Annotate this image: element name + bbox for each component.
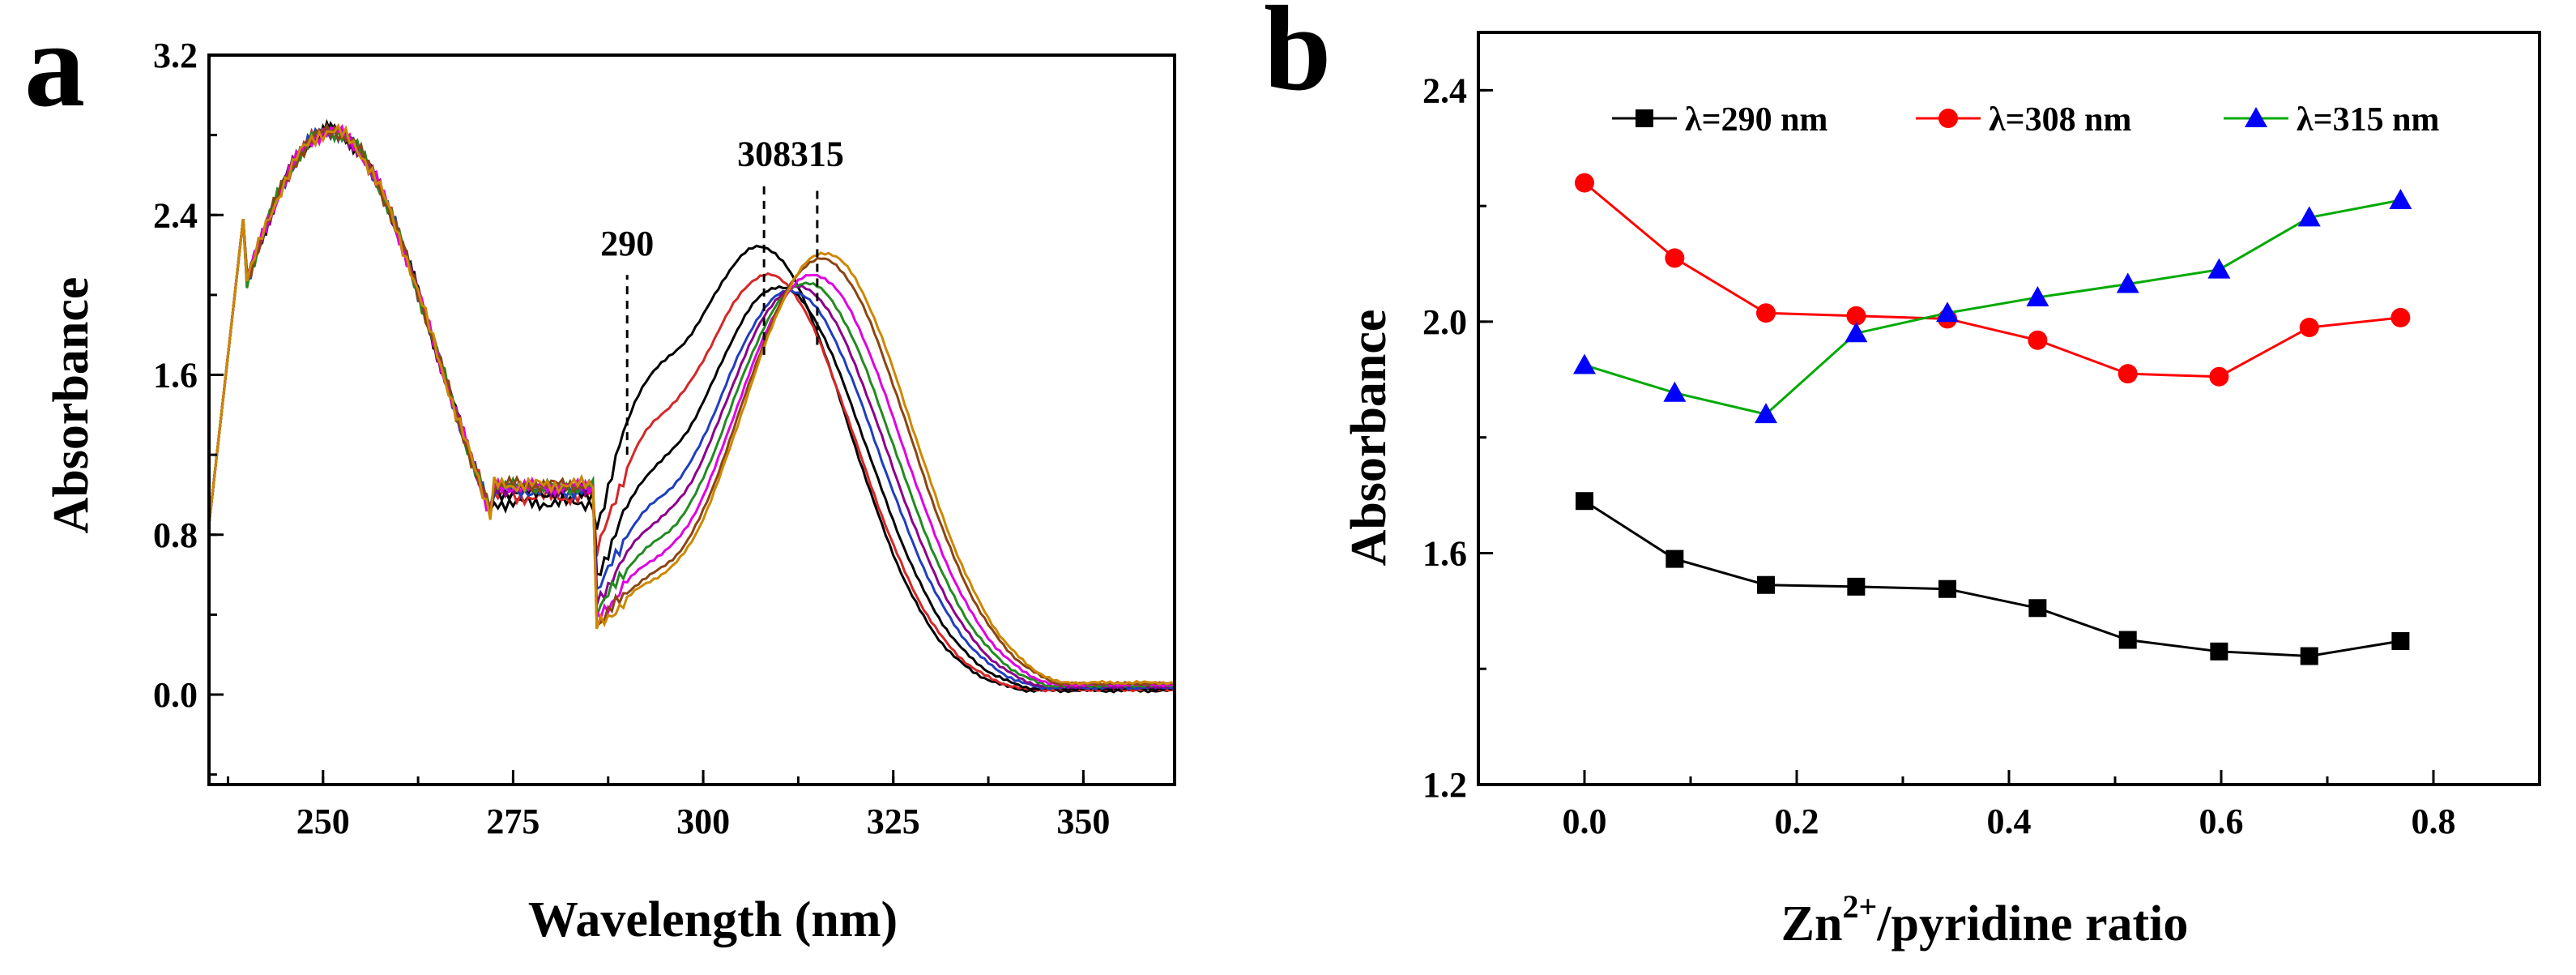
- panel-b-data-point: [1575, 173, 1594, 193]
- panel-b-legend-label: λ=290 nm: [1685, 101, 1828, 139]
- panel-b-data-point: [2391, 631, 2410, 650]
- panel-a-series-line: [207, 123, 1175, 690]
- panel-a-annotations: 290 308 315: [600, 134, 844, 455]
- panel-b-data-point: [1847, 577, 1866, 596]
- panel-a-series-line: [207, 125, 1175, 689]
- panel-a-annotation-label: 308: [737, 134, 791, 173]
- panel-a-y-tick-label: 1.6: [153, 356, 198, 396]
- panel-b-data-point: [1757, 575, 1776, 594]
- panel-b-ticks: 0.0 0.2 0.4 0.6 0.8 1.2 1.6 2.0 2.4: [1422, 71, 2456, 841]
- panel-a-series-line: [207, 122, 1175, 686]
- panel-a-plot-frame: [207, 53, 1176, 786]
- panel-b-data-point: [1665, 550, 1684, 568]
- panel-b-y-tick-label: 1.2: [1422, 765, 1467, 805]
- panel-b-data-point: [1573, 353, 1596, 374]
- panel-a-series-line: [207, 126, 1175, 691]
- panel-b-y-tick-label: 2.0: [1422, 302, 1467, 342]
- panel-b-series-line: [1584, 199, 2401, 416]
- panel-b-data-point: [1755, 403, 1778, 424]
- panel-b-data-point: [2300, 647, 2318, 665]
- panel-b-data-point: [2028, 330, 2048, 350]
- panel-a-annotation-label: 290: [600, 224, 654, 263]
- panel-a-series: [207, 118, 1175, 694]
- panel-b-legend-label: λ=308 nm: [1989, 101, 2131, 139]
- panel-b-y-tick-label: 2.4: [1422, 71, 1467, 110]
- panel-a-series-line: [207, 120, 1175, 692]
- panel-a-x-axis-title: Wavelength (nm): [528, 892, 898, 947]
- panel-b-data-point: [2210, 642, 2228, 661]
- panel-b-series: [1573, 173, 2412, 665]
- panel-a-x-tick-label: 300: [676, 802, 730, 841]
- panel-b-data-point: [2299, 318, 2319, 338]
- panel-b-data-point: [1846, 306, 1866, 326]
- panel-b-data-point: [2026, 285, 2049, 306]
- panel-a-x-tick-label: 250: [296, 802, 350, 841]
- panel-b-data-point: [2207, 258, 2231, 279]
- panel-b-legend-marker: [1636, 109, 1653, 127]
- panel-b-x-axis-title-main: Zn: [1781, 896, 1843, 951]
- panel-b-plot-frame: [1477, 31, 2541, 786]
- panel-b-data-point: [2297, 206, 2321, 227]
- panel-a-y-tick-label: 0.0: [153, 675, 198, 715]
- panel-b-data-point: [1663, 381, 1687, 402]
- panel-b-data-point: [1936, 301, 1960, 323]
- panel-a: a 290 308 315 250 275 300 325 350 0.0 0.8 1.6 2.4 3…: [24, 0, 1176, 947]
- panel-b-legend-marker: [1938, 109, 1958, 128]
- panel-b-y-axis-title: Absorbance: [1341, 310, 1397, 567]
- panel-b-x-tick-label: 0.6: [2199, 802, 2244, 841]
- panel-b-data-point: [2118, 631, 2137, 649]
- panel-b-x-axis-title-rest: /pyridine ratio: [1876, 896, 2188, 951]
- panel-b-series-line: [1584, 499, 2401, 658]
- panel-b-y-tick-label: 1.6: [1422, 533, 1467, 573]
- panel-b-data-point: [1938, 579, 1957, 598]
- panel-b-series-line: [1584, 182, 2401, 378]
- panel-b-data-point: [1665, 248, 1685, 268]
- panel-b-data-point: [2118, 364, 2138, 384]
- panel-a-y-axis-title: Absorbance: [44, 277, 99, 534]
- panel-a-series-line: [207, 125, 1175, 693]
- panel-b-x-tick-label: 0.2: [1775, 802, 1819, 841]
- panel-a-y-tick-label: 3.2: [153, 36, 198, 75]
- panel-b-x-tick-label: 0.4: [1987, 802, 2032, 841]
- panel-a-x-tick-label: 350: [1056, 802, 1110, 841]
- panel-b-legend-marker: [2245, 107, 2267, 127]
- panel-b-x-tick-label: 0.0: [1563, 802, 1607, 841]
- panel-b-data-point: [1845, 322, 1868, 343]
- panel-b-data-point: [2390, 307, 2411, 327]
- panel-a-series-line: [207, 118, 1175, 694]
- panel-b-x-tick-label: 0.8: [2412, 802, 2456, 841]
- panel-a-x-tick-label: 275: [486, 802, 540, 841]
- panel-a-label: a: [24, 0, 85, 132]
- panel-b-data-point: [2209, 366, 2229, 387]
- panel-a-ticks: 250 275 300 325 350 0.0 0.8 1.6 2.4 3.2: [153, 36, 1110, 841]
- panel-b-x-axis-title: Zn2+/pyridine ratio: [1781, 888, 2189, 951]
- panel-b-data-point: [2389, 189, 2412, 210]
- panel-b-data-point: [2116, 272, 2139, 293]
- panel-b-x-axis-title-sup: 2+: [1842, 888, 1877, 925]
- panel-a-y-tick-label: 0.8: [153, 515, 198, 555]
- panel-a-x-tick-label: 325: [867, 802, 920, 841]
- panel-a-annotation-label: 315: [791, 134, 844, 173]
- panel-b-legend: λ=290 nm λ=308 nm λ=315 nm: [1612, 101, 2439, 139]
- panel-b-data-point: [2028, 599, 2047, 618]
- panel-a-y-tick-label: 2.4: [153, 195, 198, 235]
- panel-a-series-line: [207, 123, 1175, 688]
- panel-a-series-line: [207, 122, 1175, 686]
- panel-b: b 0.0 0.2 0.4 0.6 0.81.21.62.02.4 λ=290 nm λ=…: [1264, 0, 2541, 951]
- panel-b-data-point: [1756, 303, 1776, 323]
- panel-b-data-point: [1576, 492, 1593, 511]
- panel-b-label: b: [1264, 0, 1331, 116]
- panel-b-legend-label: λ=315 nm: [2297, 101, 2439, 139]
